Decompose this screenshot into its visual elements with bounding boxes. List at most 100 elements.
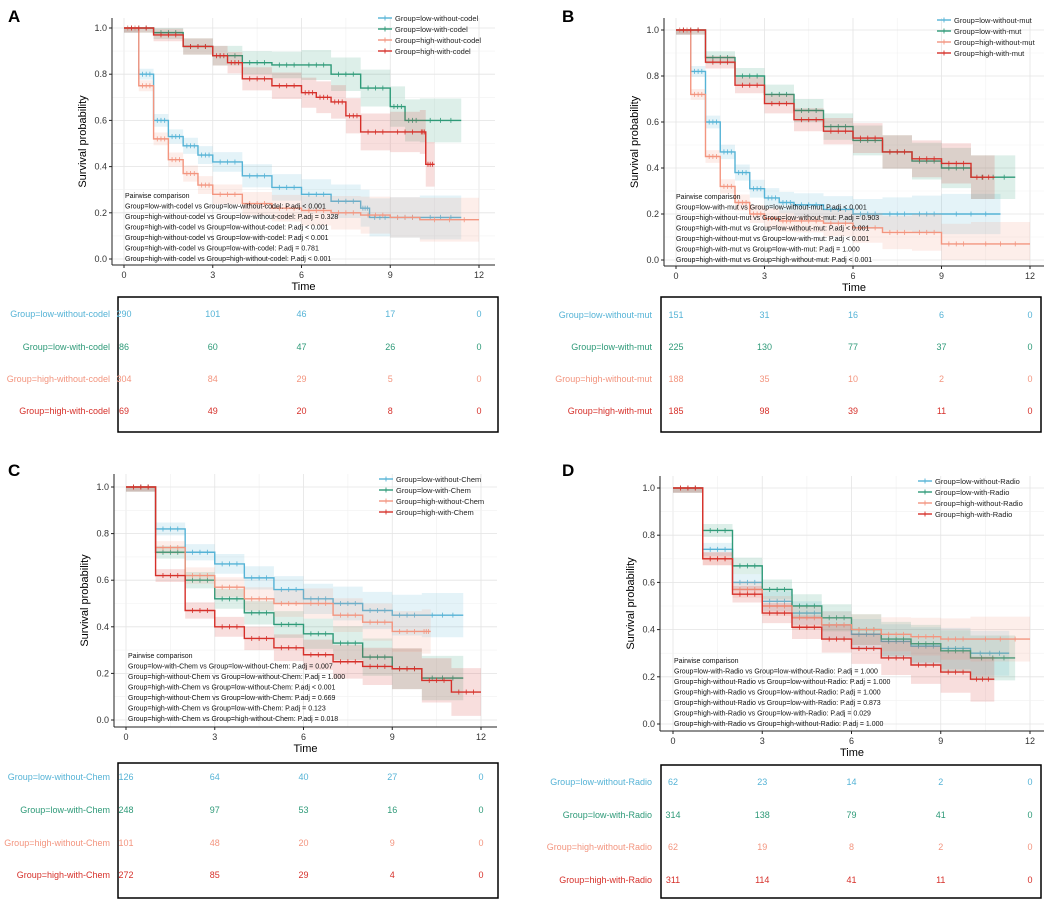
- x-tick-label: 6: [299, 270, 304, 280]
- x-tick-label: 6: [850, 271, 855, 281]
- confidence-band: [676, 30, 995, 201]
- y-tick-label: 0.2: [96, 668, 109, 678]
- risk-table-group-label: Group=low-with-mut: [571, 342, 652, 352]
- pairwise-line: Group=high-with-Chem vs Group=low-with-C…: [128, 706, 326, 713]
- y-tick-label: 0.6: [642, 577, 655, 587]
- risk-table-count: 0: [478, 805, 483, 815]
- x-tick-label: 0: [673, 271, 678, 281]
- risk-table-count: 0: [478, 838, 483, 848]
- pairwise-line: Group=high-without-Chem vs Group=low-wit…: [128, 674, 345, 681]
- risk-table-count: 290: [116, 309, 131, 319]
- confidence-band: [126, 487, 464, 640]
- risk-table-count: 0: [1027, 406, 1032, 416]
- x-tick-label: 0: [121, 270, 126, 280]
- confidence-band: [126, 487, 464, 703]
- legend-label: Group=low-without-mut: [954, 16, 1033, 25]
- pairwise-line: Group=low-with-Radio vs Group=low-withou…: [674, 669, 878, 676]
- y-tick-label: 0.8: [96, 529, 109, 539]
- y-tick-label: 0.6: [94, 115, 107, 125]
- pairwise-line: Group=high-with-codel vs Group=low-witho…: [125, 225, 329, 232]
- risk-table-count: 27: [387, 772, 397, 782]
- risk-table-group-label: Group=low-without-Radio: [550, 777, 652, 787]
- confidence-band: [124, 28, 462, 145]
- panel-b: B 0 3 6 9 12 0.0 0.2 0.4 0.6 0.8 1.0 Time Survival pr…: [555, 7, 1044, 433]
- y-tick-label: 0.2: [646, 209, 659, 219]
- pairwise-line: Group=high-with-codel vs Group=high-with…: [125, 256, 331, 263]
- x-tick-label: 12: [1025, 271, 1035, 281]
- risk-table-count: 62: [668, 842, 678, 852]
- pairwise-line: Group=high-without-Radio vs Group=low-wi…: [674, 700, 881, 707]
- x-tick-label: 3: [760, 736, 765, 746]
- y-tick-label: 0.4: [646, 163, 659, 173]
- legend-label: Group=high-with-Chem: [396, 508, 474, 517]
- legend-label: Group=low-without-codel: [395, 14, 479, 23]
- risk-table-group-label: Group=high-with-mut: [568, 406, 653, 416]
- y-tick-label: 1.0: [96, 482, 109, 492]
- y-tick-label: 0.6: [96, 575, 109, 585]
- risk-table-count: 20: [296, 406, 306, 416]
- risk-table-count: 35: [759, 374, 769, 384]
- risk-table-count: 151: [668, 310, 683, 320]
- risk-table-count: 31: [759, 310, 769, 320]
- legend-label: Group=low-with-mut: [954, 27, 1022, 36]
- risk-table-group-label: Group=high-without-Radio: [547, 842, 652, 852]
- risk-table-count: 6: [939, 310, 944, 320]
- pairwise-title: Pairwise comparison: [676, 194, 741, 201]
- risk-table-count: 101: [118, 838, 133, 848]
- risk-table-count: 37: [936, 342, 946, 352]
- confidence-band: [673, 488, 1030, 665]
- risk-table-count: 0: [1027, 875, 1032, 885]
- risk-table-frame: [117, 762, 499, 899]
- legend-label: Group=high-with-codel: [395, 47, 471, 56]
- risk-table-group-label: Group=high-with-codel: [19, 406, 110, 416]
- plot-area: [112, 18, 495, 265]
- pairwise-title: Pairwise comparison: [674, 658, 739, 665]
- y-tick-label: 0.8: [642, 530, 655, 540]
- risk-table-count: 0: [476, 342, 481, 352]
- pairwise-line: Group=high-without-Chem vs Group=low-wit…: [128, 695, 336, 702]
- risk-table-count: 2: [939, 374, 944, 384]
- risk-table-count: 248: [118, 805, 133, 815]
- y-axis-title: Survival probability: [77, 95, 89, 188]
- confidence-band: [673, 488, 1010, 678]
- pairwise-line: Group=high-with-Radio vs Group=low-with-…: [674, 711, 871, 718]
- y-tick-label: 0.2: [642, 672, 655, 682]
- panel-letter: A: [8, 7, 20, 26]
- risk-table-count: 40: [298, 772, 308, 782]
- risk-table-group-label: Group=high-without-mut: [555, 374, 652, 384]
- legend-label: Group=low-with-codel: [395, 25, 468, 34]
- y-tick-label: 0.8: [94, 69, 107, 79]
- risk-table-count: 86: [119, 342, 129, 352]
- risk-table-count: 0: [476, 309, 481, 319]
- panel-letter: B: [562, 7, 574, 26]
- risk-table-count: 16: [848, 310, 858, 320]
- risk-table-count: 23: [757, 777, 767, 787]
- legend-label: Group=low-with-Chem: [396, 486, 471, 495]
- confidence-band: [676, 30, 1001, 238]
- y-tick-label: 0.0: [642, 719, 655, 729]
- confidence-band: [126, 487, 431, 655]
- pairwise-line: Group=high-with-codel vs Group=low-with-…: [125, 246, 319, 253]
- y-tick-label: 0.0: [96, 715, 109, 725]
- x-tick-label: 0: [123, 732, 128, 742]
- panel-letter: D: [562, 461, 574, 480]
- x-tick-label: 12: [476, 732, 486, 742]
- risk-table-group-label: Group=low-without-mut: [559, 310, 653, 320]
- risk-table-count: 48: [210, 838, 220, 848]
- risk-table-count: 69: [119, 406, 129, 416]
- risk-table-count: 126: [118, 772, 133, 782]
- risk-table-count: 0: [1027, 810, 1032, 820]
- risk-table-count: 8: [849, 842, 854, 852]
- x-axis-title: Time: [293, 743, 317, 755]
- pairwise-line: Group=low-with-mut vs Group=low-without-…: [676, 205, 867, 212]
- legend-label: Group=low-without-Radio: [935, 477, 1020, 486]
- risk-table-group-label: Group=high-with-Radio: [559, 875, 652, 885]
- pairwise-line: Group=high-with-Chem vs Group=high-witho…: [128, 716, 338, 723]
- risk-table-frame: [660, 296, 1042, 433]
- risk-table-count: 79: [846, 810, 856, 820]
- x-tick-label: 3: [762, 271, 767, 281]
- y-axis-title: Survival probability: [625, 557, 637, 650]
- risk-table-count: 20: [298, 838, 308, 848]
- risk-table-count: 2: [938, 842, 943, 852]
- risk-table-frame: [660, 764, 1042, 899]
